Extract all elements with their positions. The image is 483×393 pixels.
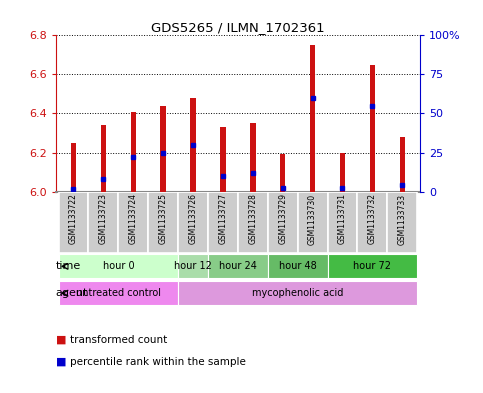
FancyBboxPatch shape — [298, 192, 327, 253]
Bar — [399, 137, 405, 192]
FancyBboxPatch shape — [148, 192, 178, 253]
Text: ■: ■ — [56, 356, 66, 367]
Text: time: time — [56, 261, 81, 272]
Text: GSM1133730: GSM1133730 — [308, 193, 317, 244]
FancyBboxPatch shape — [268, 254, 327, 278]
Bar — [280, 154, 285, 192]
Text: GSM1133731: GSM1133731 — [338, 193, 347, 244]
FancyBboxPatch shape — [178, 192, 208, 253]
Text: GSM1133722: GSM1133722 — [69, 193, 78, 244]
Text: hour 24: hour 24 — [219, 261, 257, 272]
Text: hour 48: hour 48 — [279, 261, 316, 272]
FancyBboxPatch shape — [208, 192, 238, 253]
Text: GSM1133728: GSM1133728 — [248, 193, 257, 244]
Text: GSM1133724: GSM1133724 — [129, 193, 138, 244]
Text: GSM1133725: GSM1133725 — [158, 193, 168, 244]
Text: GSM1133733: GSM1133733 — [398, 193, 407, 244]
FancyBboxPatch shape — [58, 281, 178, 305]
Bar — [100, 125, 106, 192]
Text: GSM1133726: GSM1133726 — [188, 193, 198, 244]
Title: GDS5265 / ILMN_1702361: GDS5265 / ILMN_1702361 — [151, 21, 325, 34]
Text: hour 0: hour 0 — [102, 261, 134, 272]
FancyBboxPatch shape — [88, 192, 118, 253]
FancyBboxPatch shape — [58, 192, 88, 253]
Text: hour 72: hour 72 — [354, 261, 391, 272]
FancyBboxPatch shape — [357, 192, 387, 253]
Text: percentile rank within the sample: percentile rank within the sample — [70, 356, 246, 367]
Text: agent: agent — [56, 288, 88, 298]
FancyBboxPatch shape — [387, 192, 417, 253]
Bar — [160, 106, 166, 192]
FancyBboxPatch shape — [178, 281, 417, 305]
Bar — [340, 152, 345, 192]
Text: GSM1133729: GSM1133729 — [278, 193, 287, 244]
FancyBboxPatch shape — [118, 192, 148, 253]
FancyBboxPatch shape — [238, 192, 268, 253]
Bar — [130, 112, 136, 192]
Bar — [250, 123, 256, 192]
Text: GSM1133723: GSM1133723 — [99, 193, 108, 244]
FancyBboxPatch shape — [208, 254, 268, 278]
Bar — [369, 65, 375, 192]
Text: transformed count: transformed count — [70, 335, 167, 345]
Bar — [190, 98, 196, 192]
FancyBboxPatch shape — [268, 192, 298, 253]
Bar — [310, 45, 315, 192]
Text: ■: ■ — [56, 335, 66, 345]
Bar — [220, 127, 226, 192]
FancyBboxPatch shape — [58, 254, 178, 278]
FancyBboxPatch shape — [327, 254, 417, 278]
Text: GSM1133727: GSM1133727 — [218, 193, 227, 244]
FancyBboxPatch shape — [327, 192, 357, 253]
FancyBboxPatch shape — [178, 254, 208, 278]
Text: mycophenolic acid: mycophenolic acid — [252, 288, 343, 298]
Bar — [71, 143, 76, 192]
Text: hour 12: hour 12 — [174, 261, 212, 272]
Text: GSM1133732: GSM1133732 — [368, 193, 377, 244]
Text: untreated control: untreated control — [76, 288, 161, 298]
